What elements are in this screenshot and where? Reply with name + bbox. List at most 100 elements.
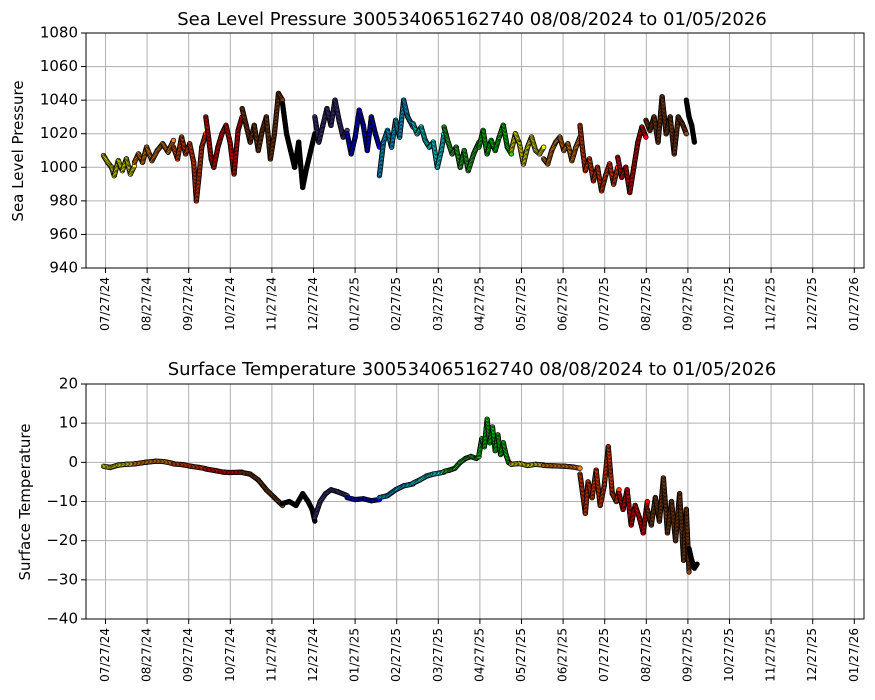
x-tick-label: 07/27/24 — [98, 628, 112, 682]
chart-title: Surface Temperature 300534065162740 08/0… — [168, 359, 777, 380]
series-jan-2026 — [683, 97, 698, 145]
x-tick-label: 10/27/25 — [722, 277, 736, 331]
series-feb-2025 — [312, 487, 350, 520]
series-dec-2025 — [643, 94, 689, 157]
x-tick-label: 08/27/24 — [140, 277, 154, 331]
series-nov-2024 — [203, 114, 245, 177]
x-tick-label: 07/27/25 — [597, 277, 611, 331]
data-point — [683, 131, 689, 137]
x-tick-label: 09/27/25 — [680, 628, 694, 682]
x-tick-label: 12/27/25 — [805, 628, 819, 682]
series-aug-2024 — [100, 152, 138, 179]
x-tick-label: 11/27/24 — [264, 277, 278, 331]
y-tick-label: 1020 — [40, 124, 78, 142]
series-dec-2024 — [239, 469, 286, 509]
series-may-2025 — [410, 469, 447, 486]
series-jul-2025 — [476, 122, 514, 157]
series-nov-2024 — [203, 466, 245, 476]
x-tick-label: 10/27/24 — [223, 277, 237, 331]
data-point — [694, 561, 700, 567]
grid-lines — [86, 383, 864, 620]
series-sep-2025 — [541, 462, 583, 471]
x-tick-label: 12/27/24 — [306, 277, 320, 331]
y-axis-ticks: 940 960 980 1000 1020 1040 1060 1080 — [40, 24, 86, 277]
y-tick-label: 1080 — [40, 24, 78, 42]
x-tick-label: 11/27/25 — [764, 628, 778, 682]
sea-level-pressure-chart: Sea Level Pressure 300534065162740 08/08… — [9, 9, 865, 331]
y-tick-label: −40 — [46, 610, 78, 628]
x-tick-label: 08/27/25 — [639, 277, 653, 331]
series-nov-2025 — [615, 124, 649, 196]
x-tick-label: 10/27/25 — [722, 628, 736, 682]
x-tick-label: 10/27/24 — [223, 628, 237, 682]
x-tick-label: 01/27/25 — [348, 628, 362, 682]
series-dec-2025 — [644, 475, 692, 575]
series-jul-2025 — [476, 416, 514, 467]
series-jan-2025 — [279, 491, 318, 524]
series-oct-2025 — [577, 444, 622, 516]
series-feb-2025 — [312, 97, 350, 145]
data-point — [170, 137, 177, 144]
series-jun-2025 — [441, 124, 482, 174]
data-point — [541, 144, 547, 150]
series-jun-2025 — [441, 453, 482, 474]
series-apr-2025 — [376, 97, 416, 179]
x-tick-label: 06/27/25 — [556, 277, 570, 331]
series-sep-2024 — [131, 458, 177, 467]
series-oct-2024 — [170, 131, 209, 204]
surface-temperature-chart: Surface Temperature 300534065162740 08/0… — [16, 359, 865, 682]
x-axis-ticks: 07/27/24 08/27/24 09/27/24 10/27/24 11/27/24… — [98, 268, 861, 331]
y-tick-label: 960 — [49, 225, 78, 243]
x-axis-ticks: 07/27/24 08/27/24 09/27/24 10/27/24 11/27/24… — [98, 619, 861, 682]
data-point — [577, 465, 583, 471]
y-tick-label: −20 — [46, 531, 78, 549]
x-tick-label: 05/27/25 — [514, 277, 528, 331]
x-tick-label: 09/27/25 — [680, 277, 694, 331]
data-point — [644, 498, 650, 505]
x-tick-label: 12/27/25 — [805, 277, 819, 331]
y-axis-ticks: −40 −30 −20 −10 0 10 20 — [46, 375, 86, 628]
y-tick-label: 1060 — [40, 57, 78, 75]
x-tick-label: 04/27/25 — [472, 628, 486, 682]
x-tick-label: 07/27/24 — [98, 277, 112, 331]
series-dec-2024 — [239, 90, 286, 162]
x-tick-label: 09/27/24 — [181, 277, 195, 331]
y-tick-label: 1040 — [40, 91, 78, 109]
x-tick-label: 03/27/25 — [431, 628, 445, 682]
y-axis-label: Surface Temperature — [16, 424, 34, 581]
data-point — [686, 569, 692, 575]
x-tick-label: 12/27/24 — [306, 628, 320, 682]
x-tick-label: 11/27/24 — [264, 628, 278, 682]
series-sep-2024 — [131, 137, 177, 165]
series-nov-2025 — [616, 487, 650, 536]
data-points — [100, 416, 700, 575]
x-tick-label: 08/27/25 — [639, 628, 653, 682]
y-tick-label: 940 — [49, 259, 78, 277]
y-tick-label: −30 — [46, 570, 78, 588]
x-tick-label: 01/27/26 — [847, 277, 861, 331]
x-tick-label: 02/27/25 — [389, 277, 403, 331]
data-points — [100, 90, 698, 204]
x-tick-label: 02/27/25 — [389, 628, 403, 682]
data-point — [643, 134, 649, 140]
y-tick-label: 20 — [59, 375, 78, 393]
series-sep-2025 — [541, 134, 583, 167]
series-aug-2025 — [508, 131, 547, 167]
x-tick-label: 11/27/25 — [764, 277, 778, 331]
y-axis-label: Sea Level Pressure — [9, 80, 27, 221]
x-tick-label: 03/27/25 — [431, 277, 445, 331]
x-tick-label: 07/27/25 — [597, 628, 611, 682]
y-tick-label: 1000 — [40, 158, 78, 176]
x-tick-label: 01/27/25 — [348, 277, 362, 331]
series-may-2025 — [410, 120, 447, 170]
x-tick-label: 09/27/24 — [181, 628, 195, 682]
y-tick-label: 0 — [68, 453, 78, 471]
series-oct-2024 — [170, 461, 209, 472]
x-tick-label: 01/27/26 — [847, 628, 861, 682]
y-tick-label: −10 — [46, 492, 78, 510]
data-point — [691, 139, 698, 145]
series-jan-2025 — [279, 100, 318, 191]
x-tick-label: 06/27/25 — [556, 628, 570, 682]
y-tick-label: 980 — [49, 191, 78, 209]
